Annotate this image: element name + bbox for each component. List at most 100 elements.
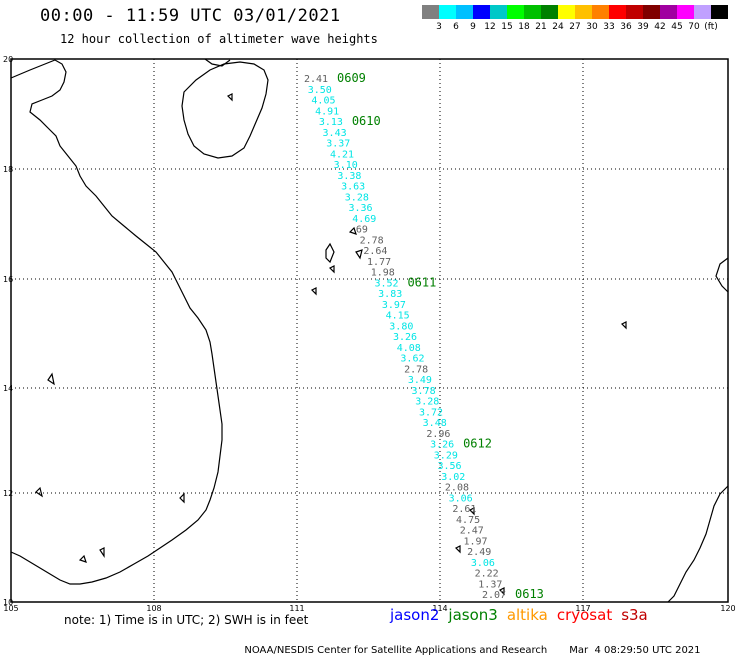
wave-height-value: 1.98 [371,268,395,279]
legend-label: 18 [518,22,530,32]
legend-swatch [456,5,473,19]
latitude-label: 20 [3,55,13,64]
coastline [10,58,729,603]
legend-label: 24 [552,22,564,32]
map-subtitle: 12 hour collection of altimeter wave hei… [60,32,378,46]
latitude-label: 10 [3,598,13,607]
wave-height-value: 2.08 [445,483,469,494]
wave-height-value: 3.62 [400,354,424,365]
legend-swatch [439,5,456,19]
legend-swatch [490,5,507,19]
wave-height-value: 3.26 [393,332,417,343]
wave-height-value: 3.10 [334,160,358,171]
legend-swatch [694,5,711,19]
legend-label: 15 [501,22,513,32]
map-title: 00:00 - 11:59 UTC 03/01/2021 [40,6,341,26]
reef-islets [454,321,627,596]
legend-label: 12 [484,22,496,32]
altimeter-track: 2.413.504.054.913.133.433.374.213.103.38… [304,71,544,601]
wave-height-value: 3.78 [412,386,436,397]
wave-height-value: 3.02 [441,472,465,483]
satellite-name: altika [506,606,548,624]
wave-height-value: 3.56 [438,461,462,472]
wave-height-legend: 3 6 9 12 15 18 21 24 27 30 33 36 39 42 45 70 (ft) [422,5,728,33]
legend-label: (ft) [704,22,718,32]
longitude-label: 108 [146,604,161,613]
legend-label: 3 [436,22,442,32]
longitude-label: 105 [3,604,18,613]
legend-labels: 3 6 9 12 15 18 21 24 27 30 33 36 39 42 45 70 (ft) [422,19,728,33]
legend-swatch [677,5,694,19]
legend-label: 9 [470,22,476,32]
wave-height-value: 2.22 [475,569,499,580]
legend-swatch [643,5,660,19]
philippines-coast [715,257,729,293]
wave-height-value: 4.75 [456,515,480,526]
wave-height-value: 2.61 [452,504,476,515]
legend-swatch [575,5,592,19]
generated-timestamp: Mar 4 08:29:50 UTC 2021 [569,645,701,656]
legend-swatches [422,5,728,19]
wave-height-value: 1.77 [367,257,391,268]
wave-height-value: 3.97 [382,300,406,311]
longitude-label: 117 [575,604,590,613]
paracel-islands [310,226,363,296]
pass-time-label: 0612 [463,437,492,451]
legend-label: 42 [654,22,666,32]
legend-label: 39 [637,22,649,32]
wave-height-value: 3.72 [419,407,443,418]
satellite-name: jason3 [448,606,498,624]
wave-height-value: 4.05 [311,96,335,107]
satellite-name: s3a [621,606,648,624]
wave-height-value: 1.97 [463,536,487,547]
legend-label: 45 [671,22,683,32]
wave-height-value: 3.06 [471,558,495,569]
wave-height-value: 3.43 [323,128,347,139]
pass-time-label: 0613 [515,587,544,601]
wave-height-value: 3.50 [308,85,332,96]
wave-height-value: 3.52 [374,278,398,289]
pass-time-label: 0609 [337,71,366,85]
legend-swatch [473,5,490,19]
wave-height-value: 3.26 [430,440,454,451]
wave-height-value: 69 [356,225,368,236]
wave-height-value: 3.28 [345,192,369,203]
satellite-name: cryosat [556,606,613,624]
legend-label: 36 [620,22,632,32]
latitude-label: 16 [3,275,13,284]
latitude-label: 18 [3,165,13,174]
wave-height-value: 3.80 [389,321,413,332]
longitude-label: 114 [432,604,447,613]
vietnam-coast [10,59,223,585]
legend-swatch [558,5,575,19]
legend-swatch [541,5,558,19]
wave-height-value: 4.08 [397,343,421,354]
pass-time-label: 0611 [407,275,436,289]
footnote: note: 1) Time is in UTC; 2) SWH is in fe… [64,613,309,627]
legend-swatch [507,5,524,19]
legend-label: 21 [535,22,547,32]
legend-swatch [422,5,439,19]
wave-height-value: 3.29 [434,450,458,461]
wave-height-value: 3.83 [378,289,402,300]
legend-swatch [626,5,643,19]
satellite-name: jason2 [390,606,440,624]
legend-swatch [609,5,626,19]
legend-swatch [660,5,677,19]
wave-height-value: 3.49 [408,375,432,386]
wave-height-value: 4.15 [386,311,410,322]
wave-height-value: 4.69 [352,214,376,225]
wave-height-value: 2.07 [482,590,506,601]
wave-height-value: 2.96 [426,429,450,440]
wave-height-value: 3.36 [349,203,373,214]
legend-label: 27 [569,22,581,32]
legend-swatch [711,5,728,19]
offshore-islets [35,93,233,563]
footer-credit: NOAA/NESDIS Center for Satellite Applica… [238,634,701,656]
wave-height-value: 4.91 [315,106,339,117]
legend-label: 33 [603,22,615,32]
latitude-label: 14 [3,384,13,393]
legend-label: 70 [688,22,700,32]
wave-height-value: 3.37 [326,139,350,150]
